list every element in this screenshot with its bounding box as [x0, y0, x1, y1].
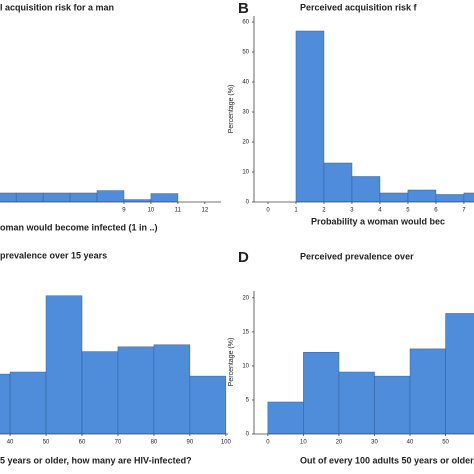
panel-label: D — [238, 249, 249, 266]
x-tick-label: 100 — [221, 440, 232, 446]
bar — [435, 194, 465, 202]
bar — [407, 189, 437, 202]
x-tick-label: 0 — [266, 208, 270, 214]
bars — [295, 30, 474, 202]
y-tick-label: 0 — [246, 432, 250, 438]
bar — [45, 295, 83, 434]
x-tick-label: 2 — [322, 208, 326, 214]
x-tick-label: 11 — [175, 208, 182, 214]
y-tick-label: 50 — [242, 50, 249, 56]
x-tick-label: 1 — [294, 208, 298, 214]
x-tick-label: 40 — [7, 440, 14, 446]
bar — [0, 192, 17, 202]
bar — [0, 373, 11, 434]
y-tick-label: 10 — [242, 363, 249, 369]
chart-title: prevalence over 15 years — [0, 250, 107, 260]
bar — [303, 352, 340, 434]
x-tick-label: 10 — [148, 208, 155, 214]
chart-title: l acquisition risk for a man — [0, 2, 114, 12]
panel-label: B — [238, 0, 249, 17]
x-axis-label: Probability a woman would bec — [311, 216, 445, 226]
y-tick-label: 5 — [246, 398, 250, 404]
bar — [463, 192, 474, 202]
bars — [0, 295, 227, 434]
y-axis-label: Percentage (%) — [228, 85, 235, 134]
bar — [189, 375, 227, 434]
x-tick-label: 12 — [201, 208, 208, 214]
y-tick-label: 0 — [246, 200, 250, 206]
x-tick-label: 0 — [266, 440, 270, 446]
x-tick-label: 40 — [407, 440, 414, 446]
y-tick-label: 20 — [242, 295, 249, 301]
bar — [153, 344, 191, 434]
x-tick-label: 60 — [79, 440, 86, 446]
bar — [295, 30, 325, 202]
x-tick-label: 4 — [378, 208, 382, 214]
x-tick-label: 7 — [462, 208, 466, 214]
x-tick-label: 6 — [434, 208, 438, 214]
y-tick-label: 30 — [242, 110, 249, 116]
x-tick-label: 80 — [151, 440, 158, 446]
y-tick-label: 60 — [242, 20, 249, 26]
bar — [9, 371, 47, 434]
bar — [117, 346, 155, 434]
bar — [351, 176, 381, 202]
bar — [81, 351, 119, 434]
bar — [267, 401, 304, 434]
x-tick-label: 5 — [406, 208, 410, 214]
chart-title: Perceived acquisition risk f — [300, 2, 418, 12]
x-tick-label: 3 — [350, 208, 354, 214]
x-tick-label: 30 — [371, 440, 378, 446]
bar — [15, 192, 44, 202]
y-tick-label: 40 — [242, 80, 249, 86]
bar — [374, 375, 411, 434]
chart-title: Perceived prevalence over — [300, 251, 414, 261]
bar — [445, 313, 474, 434]
x-tick-label: 50 — [43, 440, 50, 446]
x-axis-label: oman would become infected (1 in ..) — [0, 222, 158, 232]
bar — [96, 190, 125, 202]
bars — [267, 313, 474, 434]
bars — [0, 190, 179, 202]
x-axis-label: 5 years or older, how many are HIV-infec… — [0, 455, 192, 465]
y-tick-label: 20 — [242, 140, 249, 146]
y-axis-label: Percentage (%) — [228, 338, 235, 387]
bar — [42, 192, 71, 202]
x-tick-label: 20 — [336, 440, 343, 446]
bar — [150, 193, 179, 202]
y-tick-label: 15 — [242, 329, 249, 335]
x-tick-label: 9 — [122, 208, 126, 214]
x-tick-label: 70 — [115, 440, 122, 446]
x-tick-label: 50 — [442, 440, 449, 446]
y-tick-label: 10 — [242, 170, 249, 176]
x-tick-label: 10 — [300, 440, 307, 446]
bar — [338, 371, 375, 434]
bar — [409, 348, 446, 434]
x-axis-label: Out of every 100 adults 50 years or olde… — [300, 455, 474, 465]
bar — [379, 192, 409, 202]
bar — [323, 162, 353, 202]
bar — [69, 192, 98, 202]
x-tick-label: 90 — [187, 440, 194, 446]
